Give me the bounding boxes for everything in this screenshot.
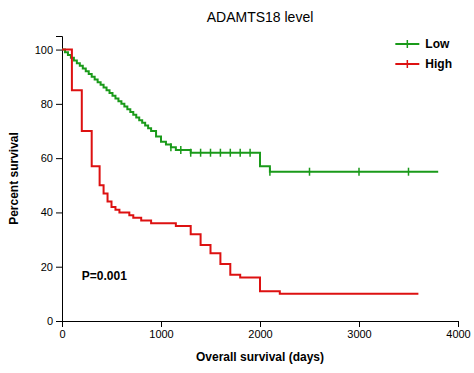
tick-mark — [56, 321, 62, 322]
tick-mark — [458, 321, 459, 327]
y-axis: 0 20 40 60 80 100 — [35, 37, 63, 328]
axis-line — [56, 37, 63, 322]
tick-label: 3000 — [347, 328, 371, 340]
legend-entry: Low — [395, 37, 450, 51]
x-axis-title: Overall survival (days) — [196, 350, 324, 364]
tick: 20 — [41, 261, 62, 273]
tick-label: 60 — [41, 152, 53, 164]
censor-mark — [408, 168, 410, 176]
survival-line — [62, 50, 438, 172]
legend-tick — [407, 60, 409, 68]
censor-mark — [170, 143, 172, 151]
censor-mark — [249, 149, 251, 157]
tick: 80 — [41, 98, 62, 110]
tick: 40 — [41, 206, 62, 218]
tick: 60 — [41, 152, 62, 164]
tick-label: 4000 — [446, 328, 470, 340]
tick-mark — [161, 321, 162, 327]
tick: 2000 — [248, 321, 272, 340]
chart: 0 1000 2000 3000 4000 0 20 40 60 80 100 ADAMTS18 le… — [0, 0, 474, 373]
censor-mark — [210, 149, 212, 157]
censor-mark — [230, 149, 232, 157]
axis-line — [63, 322, 459, 328]
tick: 100 — [35, 44, 62, 56]
legend-entry: High — [395, 57, 452, 71]
tick-mark — [56, 267, 62, 268]
tick-mark — [56, 50, 62, 51]
tick-label: 40 — [41, 206, 53, 218]
tick-label: 0 — [59, 328, 65, 340]
tick-label: 1000 — [149, 328, 173, 340]
legend-label: High — [425, 57, 452, 71]
plot-area — [62, 50, 438, 294]
tick-label: 100 — [35, 44, 53, 56]
x-axis: 0 1000 2000 3000 4000 — [59, 321, 470, 340]
tick-label: 2000 — [248, 328, 272, 340]
censor-mark — [239, 149, 241, 157]
legend-tick — [407, 40, 409, 48]
censor-mark — [309, 168, 311, 176]
tick-mark — [359, 321, 360, 327]
legend-label: Low — [425, 37, 450, 51]
censor-mark — [269, 168, 271, 176]
tick-label: 80 — [41, 98, 53, 110]
tick-mark — [56, 212, 62, 213]
tick: 3000 — [347, 321, 371, 340]
title: ADAMTS18 level — [207, 9, 314, 25]
censor-mark — [220, 149, 222, 157]
tick: 0 — [47, 315, 62, 327]
censor-mark — [190, 149, 192, 157]
tick-label: 0 — [47, 315, 53, 327]
censor-mark — [180, 146, 182, 154]
tick-mark — [260, 321, 261, 327]
tick: 4000 — [446, 321, 470, 340]
survival-line — [62, 50, 418, 294]
tick: 1000 — [149, 321, 173, 340]
y-axis-title: Percent survival — [7, 132, 21, 225]
legend: Low High — [395, 37, 452, 71]
tick-mark — [56, 104, 62, 105]
censor-mark — [358, 168, 360, 176]
tick-label: 20 — [41, 261, 53, 273]
tick: 0 — [59, 321, 65, 340]
censor-mark — [200, 149, 202, 157]
tick-mark — [56, 158, 62, 159]
annotation: P=0.001 — [82, 269, 127, 283]
